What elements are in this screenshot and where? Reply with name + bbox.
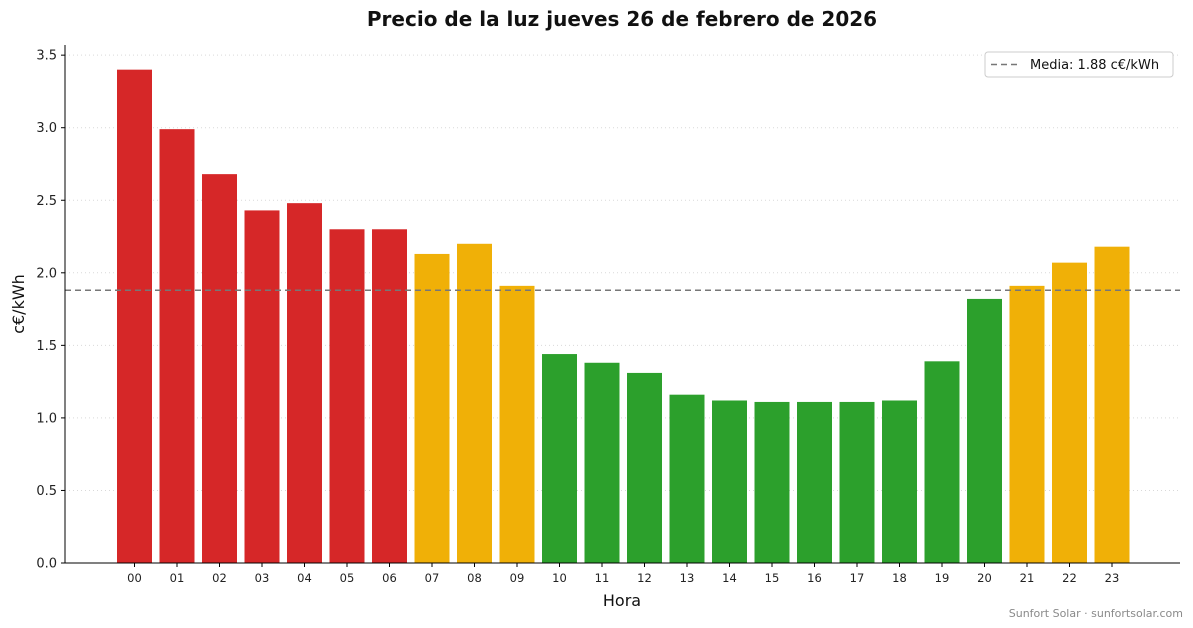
legend-mean-label: Media: 1.88 c€/kWh <box>1030 58 1159 73</box>
bar-hour-00 <box>117 69 152 564</box>
x-tick-label: 22 <box>1062 571 1077 585</box>
bar-hour-06 <box>372 229 407 563</box>
x-ticks: 00 01 02 03 04 05 06 07 08 09 10 11 12 13 14 15 16 17 18 19… <box>127 563 1119 585</box>
bar-hour-08 <box>457 243 492 564</box>
x-tick-label: 08 <box>467 571 482 585</box>
chart-title: Precio de la luz jueves 26 de febrero de… <box>367 7 877 31</box>
x-tick-label: 17 <box>850 571 865 585</box>
x-tick-label: 18 <box>892 571 907 585</box>
bar-hour-23 <box>1094 246 1130 563</box>
x-tick-label: 19 <box>935 571 950 585</box>
x-tick-label: 03 <box>255 571 270 585</box>
legend-box <box>984 51 1174 78</box>
x-tick-label: 05 <box>340 571 355 585</box>
bar-hour-07 <box>414 253 450 564</box>
x-tick-label: 14 <box>722 571 737 585</box>
x-tick-label: 13 <box>680 571 695 585</box>
x-tick-label: 06 <box>382 571 397 585</box>
bar-hour-21 <box>1009 285 1045 563</box>
bar-hour-17 <box>839 401 875 563</box>
x-tick-label: 20 <box>977 571 992 585</box>
y-tick-label: 2.0 <box>36 266 57 281</box>
x-tick-label: 02 <box>212 571 227 585</box>
x-tick-label: 07 <box>425 571 440 585</box>
bar-hour-03 <box>244 210 280 564</box>
y-tick-label: 1.0 <box>36 411 57 426</box>
bar-hour-16 <box>797 401 832 563</box>
bar-hour-15 <box>754 401 790 563</box>
bar-hour-20 <box>967 298 1002 563</box>
bar-hour-04 <box>287 203 322 563</box>
bar-hour-19 <box>924 361 960 563</box>
bar-hour-05 <box>329 229 365 563</box>
x-tick-label: 00 <box>127 571 142 585</box>
footer-credit: Sunfort Solar · sunfortsolar.com <box>1008 607 1183 620</box>
x-tick-label: 12 <box>637 571 652 585</box>
x-tick-label: 23 <box>1105 571 1120 585</box>
x-tick-label: 01 <box>170 571 185 585</box>
y-tick-label: 0.0 <box>36 557 57 572</box>
x-tick-label: 09 <box>510 571 525 585</box>
x-tick-label: 15 <box>765 571 780 585</box>
y-tick-label: 1.5 <box>36 339 57 354</box>
legend: Media: 1.88 c€/kWh <box>984 51 1174 78</box>
bar-hour-09 <box>499 285 535 563</box>
y-tick-label: 3.0 <box>36 121 57 136</box>
y-tick-label: 3.5 <box>36 49 57 64</box>
bar-hour-18 <box>882 400 917 563</box>
x-tick-label: 10 <box>552 571 567 585</box>
bar-hour-10 <box>542 354 577 563</box>
y-ticks: 0.0 0.5 1.0 1.5 2.0 2.5 3.0 3.5 <box>36 49 65 572</box>
bar-hour-12 <box>627 372 662 563</box>
bars <box>117 69 1130 564</box>
bar-hour-11 <box>584 362 620 563</box>
x-axis-label: Hora <box>603 591 641 610</box>
bar-hour-01 <box>159 129 195 563</box>
bar-hour-14 <box>712 400 747 563</box>
x-tick-label: 21 <box>1020 571 1035 585</box>
bar-hour-13 <box>669 394 705 563</box>
x-tick-label: 16 <box>807 571 822 585</box>
x-tick-label: 04 <box>297 571 312 585</box>
y-tick-label: 0.5 <box>36 484 57 499</box>
x-tick-label: 11 <box>595 571 610 585</box>
bar-hour-02 <box>202 174 237 563</box>
y-axis-label: c€/kWh <box>9 274 28 334</box>
bar-hour-22 <box>1052 262 1087 563</box>
y-tick-label: 2.5 <box>36 194 57 209</box>
